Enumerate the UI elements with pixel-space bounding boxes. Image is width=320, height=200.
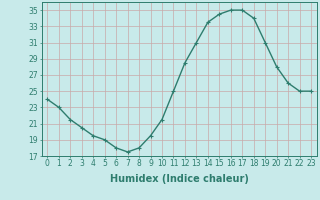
X-axis label: Humidex (Indice chaleur): Humidex (Indice chaleur) (110, 174, 249, 184)
